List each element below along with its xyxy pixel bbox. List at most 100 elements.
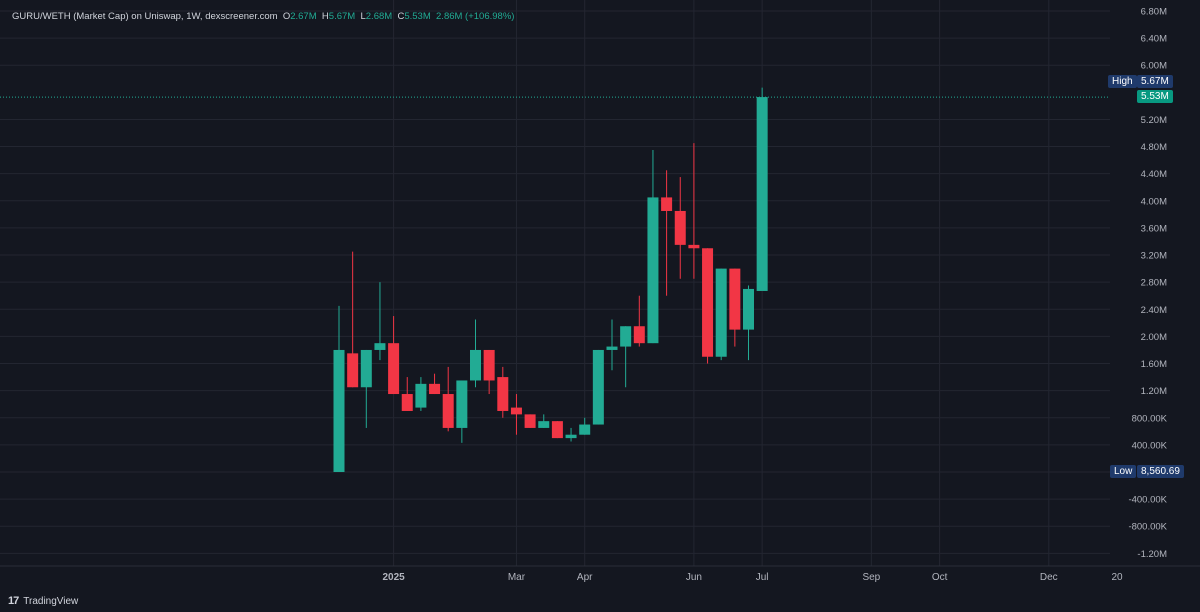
candle-body	[360, 349, 372, 388]
candle[interactable]	[756, 87, 768, 291]
candles-layer	[333, 87, 768, 472]
candle[interactable]	[524, 414, 536, 428]
candle[interactable]	[333, 305, 345, 472]
tradingview-logo[interactable]: 17 TradingView	[8, 595, 78, 607]
candle[interactable]	[483, 349, 495, 395]
candle-body	[565, 434, 577, 439]
candle[interactable]	[743, 285, 754, 361]
candle-body	[374, 343, 386, 350]
candle[interactable]	[729, 268, 741, 347]
candle[interactable]	[388, 316, 400, 395]
candle-body	[688, 244, 700, 249]
candle-body	[347, 353, 359, 388]
candle[interactable]	[538, 414, 550, 428]
candle[interactable]	[592, 349, 604, 425]
candle-body	[401, 394, 413, 411]
candle-body	[388, 343, 400, 395]
x-tick-label: 20	[1111, 572, 1123, 583]
y-tick-label: 800.00K	[1132, 413, 1168, 424]
y-tick-label: 6.40M	[1141, 34, 1167, 45]
candle[interactable]	[429, 373, 441, 395]
candle-body	[592, 349, 604, 425]
x-tick-label: Jun	[686, 572, 702, 583]
candle[interactable]	[688, 143, 700, 279]
last-price-tag: 5.53M	[1137, 90, 1173, 103]
grid-lines	[0, 0, 1118, 566]
candle-body	[524, 414, 536, 428]
close-key: C	[397, 11, 405, 22]
candle-body	[579, 424, 591, 435]
low-key: L	[360, 11, 366, 22]
candle-body	[743, 288, 754, 330]
low-marker-label: Low	[1110, 465, 1137, 478]
candle-body	[538, 421, 550, 428]
candle[interactable]	[606, 319, 618, 371]
close-value: 5.53M	[404, 11, 431, 22]
tradingview-logo-icon: 17	[8, 595, 19, 607]
x-tick-label: Dec	[1040, 572, 1058, 583]
candle[interactable]	[510, 394, 522, 435]
candle-body	[429, 383, 441, 395]
candle-body	[620, 326, 632, 347]
candle[interactable]	[497, 366, 509, 418]
y-tick-label: 2.40M	[1141, 305, 1167, 316]
y-tick-label: 2.00M	[1141, 332, 1167, 343]
candle[interactable]	[401, 377, 413, 411]
candle-body	[415, 383, 427, 408]
y-tick-label: 4.80M	[1141, 142, 1167, 153]
chart-legend: GURU/WETH (Market Cap) on Uniswap, 1W, d…	[12, 10, 514, 24]
y-tick-label: -1.20M	[1137, 549, 1167, 560]
candle-body	[442, 394, 454, 428]
candle[interactable]	[442, 366, 454, 432]
candle[interactable]	[415, 377, 427, 411]
candle[interactable]	[360, 349, 372, 428]
high-marker-label: High	[1108, 75, 1137, 88]
candle[interactable]	[702, 248, 714, 364]
high-key: H	[321, 11, 329, 22]
candle-body	[333, 349, 345, 472]
y-tick-label: 5.20M	[1141, 115, 1167, 126]
candle[interactable]	[620, 326, 632, 388]
candle-body	[729, 268, 741, 330]
y-tick-label: 4.00M	[1141, 196, 1167, 207]
candle[interactable]	[551, 421, 563, 439]
candle-body	[606, 346, 618, 350]
footer	[0, 590, 1200, 612]
high-marker-value: 5.67M	[1137, 75, 1173, 88]
candle-body	[633, 326, 645, 344]
candle[interactable]	[347, 251, 359, 388]
candle[interactable]	[456, 380, 468, 443]
x-tick-label: Mar	[508, 572, 526, 583]
x-tick-label: 2025	[382, 572, 405, 583]
candle[interactable]	[565, 427, 577, 442]
candle-body	[647, 197, 659, 344]
low-value: 2.68M	[365, 11, 393, 22]
candle-body	[756, 97, 768, 291]
candle[interactable]	[470, 319, 481, 388]
y-axis: 6.80M 6.40M 6.00M 5.20M 4.80M 4.40M 4.00M 3.60M…	[1128, 6, 1167, 559]
candle[interactable]	[633, 295, 645, 347]
candle-body	[497, 377, 509, 411]
y-tick-label: -800.00K	[1128, 522, 1167, 533]
candle-body	[483, 349, 495, 381]
y-tick-label: 6.00M	[1141, 61, 1167, 72]
candle[interactable]	[647, 149, 659, 344]
x-axis: 2025 Mar Apr Jun Jul Sep Oct Dec 20	[382, 572, 1123, 583]
y-tick-label: 2.80M	[1141, 278, 1167, 289]
y-tick-label: 3.60M	[1141, 223, 1167, 234]
low-marker-value: 8,560.69	[1137, 465, 1184, 478]
y-tick-label: 3.20M	[1141, 251, 1167, 262]
candle[interactable]	[579, 417, 591, 435]
y-tick-label: 4.40M	[1141, 169, 1167, 180]
candle[interactable]	[374, 282, 386, 361]
candle-body	[551, 421, 563, 439]
y-tick-label: 1.20M	[1141, 386, 1167, 397]
candle[interactable]	[715, 268, 727, 361]
candle-body	[702, 248, 714, 357]
candle[interactable]	[661, 170, 673, 296]
candle-body	[661, 197, 673, 211]
candle-body	[510, 407, 522, 415]
open-value: 2.67M	[290, 11, 317, 22]
candle[interactable]	[674, 177, 686, 279]
